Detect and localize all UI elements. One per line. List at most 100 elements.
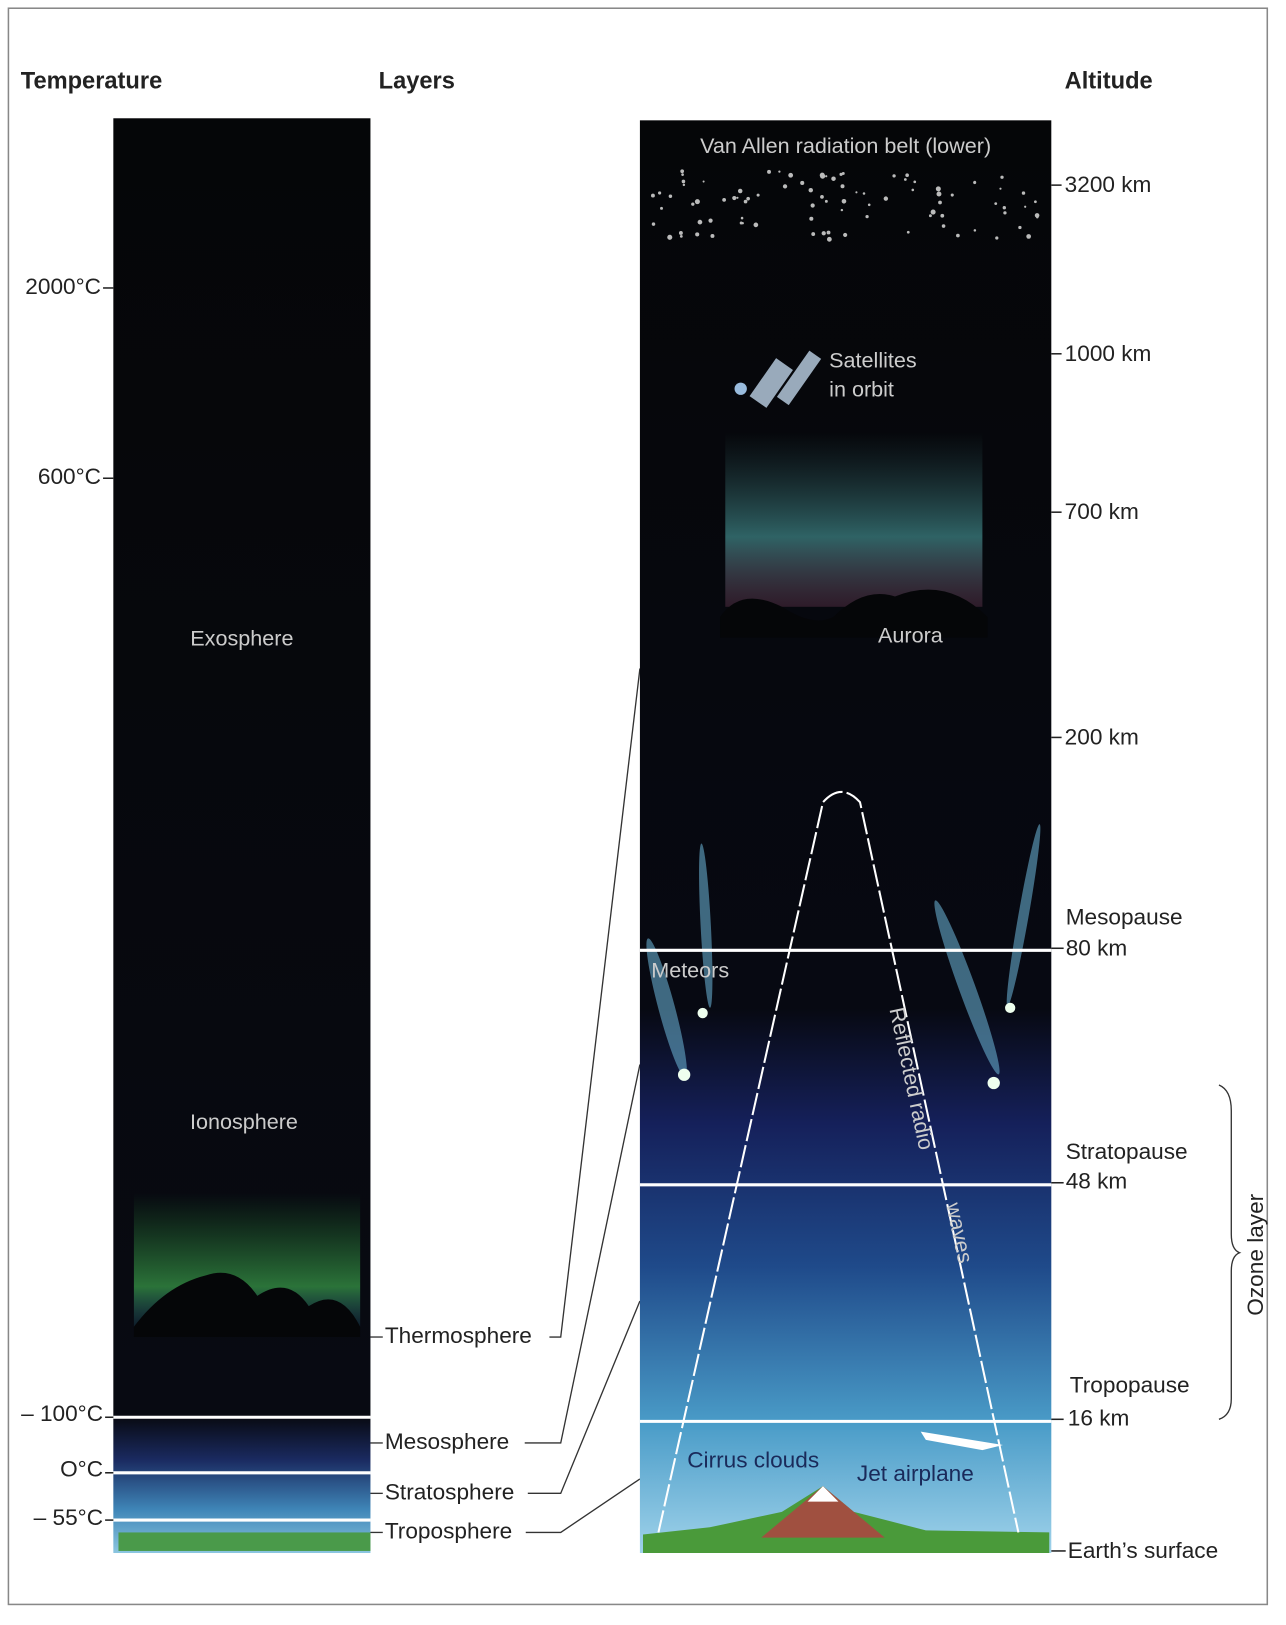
star [928,214,932,218]
altitude-label: 200 km [1065,724,1139,749]
temperature-label: 600°C [38,464,101,489]
layer-label: Thermosphere [385,1323,532,1348]
star [1018,225,1022,230]
star [732,195,737,201]
ground [118,1532,371,1551]
star [883,196,889,201]
star [756,193,760,197]
star [668,194,673,199]
feature-label: Aurora [878,622,943,647]
temperature-label: 2000°C [25,274,101,299]
meteors [646,824,1041,1090]
star [892,174,896,178]
jet-airplane [920,1431,1003,1451]
star [865,215,869,219]
star [737,188,743,194]
boundary-altitude: 48 km [1066,1169,1128,1194]
star [840,208,844,212]
layer-label: Mesosphere [385,1429,509,1454]
star [722,198,726,202]
star [691,202,695,206]
star [994,202,998,205]
star [681,179,686,184]
feature-label: Satellites [829,348,917,373]
star [935,186,941,192]
star [913,180,917,184]
boundary-name: Stratopause [1066,1139,1188,1164]
star [1002,206,1006,210]
boundary-altitude: 80 km [1066,935,1128,960]
star [999,187,1002,190]
mountain [761,1486,885,1538]
star [678,231,683,235]
region-label: Exosphere [190,625,293,650]
star [1003,211,1007,215]
star [826,230,831,235]
star [839,172,843,176]
star [736,196,739,199]
boundary-name: Tropopause [1070,1372,1190,1397]
star [906,230,910,234]
star [651,222,656,226]
temperature-label: – 100°C [21,1401,103,1426]
star [843,232,848,238]
aurora-glow [725,431,983,607]
feature-label: in orbit [829,377,894,402]
star [903,178,907,181]
star [911,188,915,192]
star [973,180,977,185]
star [808,187,813,193]
frame [7,7,1269,1606]
ozone-label: Ozone layer [1243,1193,1268,1315]
star [694,199,700,205]
star [811,232,816,236]
altitude-label: 3200 km [1065,172,1152,197]
altitude-ticks [1051,184,1066,1552]
star [831,176,836,181]
star [973,229,977,232]
star [800,180,805,185]
star [695,232,700,237]
star [1024,205,1027,208]
boundary-name: Mesopause [1066,904,1183,929]
star [938,200,942,205]
star [788,172,794,178]
star [753,222,759,228]
header: Altitude [1065,69,1153,95]
star [740,216,744,220]
temperature-label: O°C [60,1457,103,1482]
layer-label: Troposphere [385,1518,512,1543]
star [1034,200,1037,204]
aurora-shadow [133,1272,361,1338]
star [995,236,999,240]
altitude-label: 700 km [1065,499,1139,524]
star [681,173,684,176]
star [840,184,845,189]
star [667,234,673,240]
boundary-altitude: 16 km [1068,1405,1130,1430]
boundary-lines [113,1415,371,1522]
snow-cap [807,1486,839,1502]
star [941,224,946,228]
star [682,183,686,187]
star [820,194,824,199]
star [782,184,788,189]
ozone-brace [1218,1084,1242,1420]
star [810,203,815,208]
star [1036,215,1039,219]
temperature-label: – 55°C [34,1505,103,1530]
layer-label: Stratosphere [385,1479,514,1504]
star [651,193,655,198]
star [708,218,713,223]
layer-connectors [370,668,641,1534]
star [867,203,871,207]
star [819,172,825,178]
altitude-label: 1000 km [1065,341,1152,366]
star [679,234,683,238]
star [767,169,771,174]
star [940,213,945,218]
star [841,198,847,204]
radio-wave [657,790,1020,1533]
star [1000,175,1004,179]
